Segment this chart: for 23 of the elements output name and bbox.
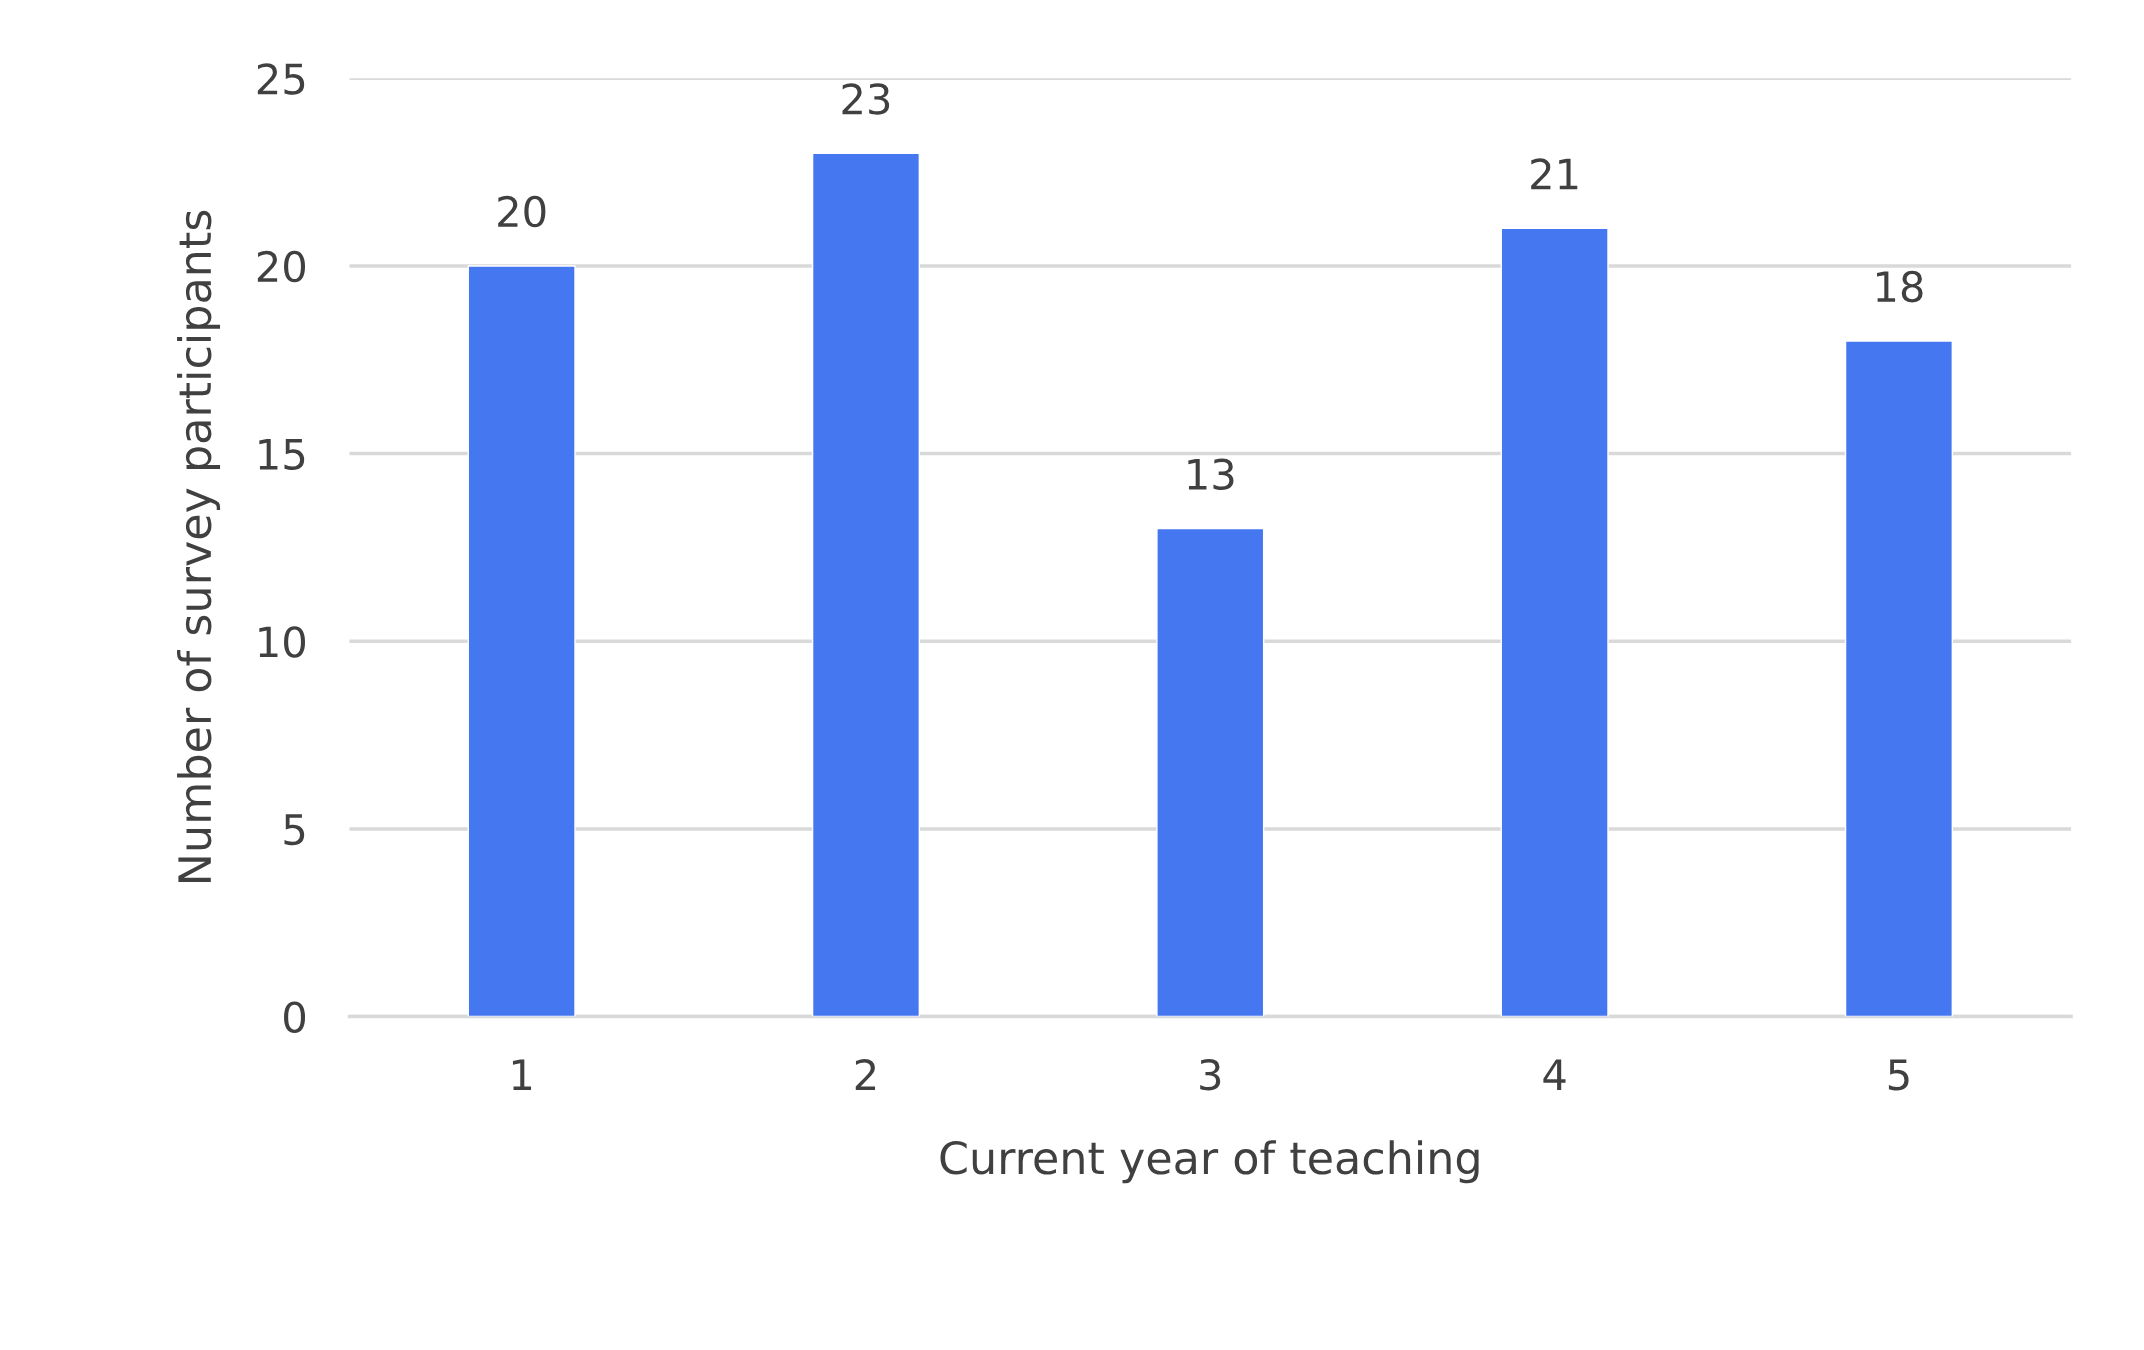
data-label: 18 (1877, 270, 1923, 303)
data-label: 20 (498, 195, 546, 228)
bar (1156, 527, 1265, 1017)
y-tick-label: 10 (259, 626, 306, 658)
bar (811, 152, 921, 1017)
x-tick-label: 2 (855, 1058, 876, 1090)
y-tick-label: 20 (257, 250, 306, 283)
x-tick-label: 5 (1888, 1059, 1909, 1091)
x-tick-label: 1 (512, 1059, 532, 1090)
y-tick-label: 15 (259, 439, 305, 471)
y-tick-label: 0 (284, 1001, 306, 1033)
x-tick-label: 4 (1543, 1059, 1566, 1090)
data-label: 23 (842, 83, 890, 115)
bar (1844, 340, 1954, 1017)
x-tick-label: 3 (1200, 1058, 1221, 1091)
bar (467, 265, 576, 1017)
y-tick-label: 5 (284, 814, 305, 846)
x-axis-title: Current year of teaching (940, 1140, 1479, 1184)
data-label: 13 (1188, 458, 1234, 491)
bar (1500, 227, 1609, 1017)
data-label: 21 (1531, 158, 1578, 190)
y-tick-label: 25 (257, 63, 305, 95)
y-axis-title: Number of survey participants (177, 210, 221, 882)
